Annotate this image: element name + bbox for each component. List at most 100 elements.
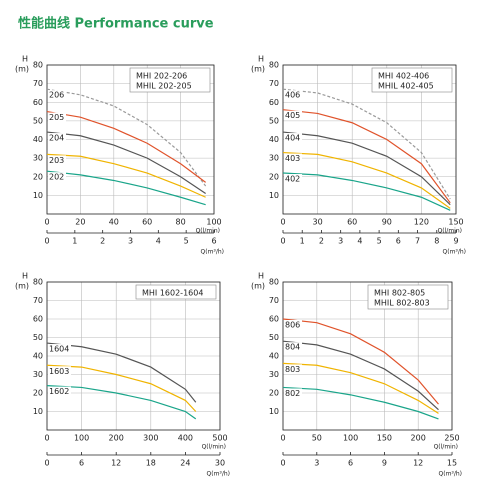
curve-label-bg: [284, 90, 302, 100]
curve-label: 204: [49, 134, 64, 143]
x2-axis-label: Q(m³/h): [201, 249, 224, 256]
y-tick-label: 60: [269, 98, 279, 107]
curve: [46, 88, 207, 187]
y-axis-unit: (m): [251, 282, 265, 291]
curve-label: 403: [285, 154, 300, 163]
y-axis-label: H: [22, 55, 28, 64]
curve: [46, 342, 197, 403]
x-tick-label: 120: [414, 218, 429, 227]
x2-tick-label: 7: [415, 237, 420, 246]
curve-label-bg: [284, 388, 302, 398]
curve: [46, 385, 197, 420]
y-tick-label: 20: [33, 172, 43, 181]
y-tick-label: 40: [33, 135, 43, 144]
x-tick-label: 0: [280, 434, 285, 443]
curve-label-bg: [48, 133, 66, 143]
curve-label: 802: [285, 389, 300, 398]
page-title: 性能曲线 Performance curve: [18, 16, 214, 32]
y-tick-label: 60: [33, 98, 43, 107]
plot-frame: [46, 281, 221, 431]
y-axis-unit: (m): [251, 65, 265, 74]
curve-label: 402: [285, 175, 300, 184]
y-tick-label: 80: [269, 278, 279, 287]
y-axis-unit: (m): [15, 282, 29, 291]
x-tick-label: 0: [44, 434, 49, 443]
y-tick-label: 10: [269, 191, 279, 200]
x2-axis-label: Q(m³/h): [443, 249, 466, 256]
curve: [282, 386, 439, 420]
curve: [282, 362, 439, 414]
x-tick-label: 20: [75, 218, 85, 227]
y-tick-label: 60: [33, 315, 43, 324]
curve-label-bg: [48, 386, 71, 396]
x-tick-label: 200: [411, 434, 426, 443]
curve-label: 205: [49, 113, 64, 122]
x-tick-label: 60: [347, 218, 357, 227]
curve-label-bg: [284, 320, 302, 329]
x-axis-label: Q(l/min): [438, 228, 462, 235]
x2-tick-label: 8: [434, 237, 439, 246]
y-tick-label: 30: [269, 154, 279, 163]
x-tick-label: 30: [313, 218, 323, 227]
curve: [282, 88, 451, 200]
curve-label-bg: [48, 344, 71, 354]
model-box: [129, 67, 211, 93]
y-tick-label: 30: [33, 370, 43, 379]
y-tick-label: 10: [33, 407, 43, 416]
curve-label: 405: [285, 111, 300, 120]
x2-tick-label: 15: [447, 459, 457, 468]
plot-frame: [282, 281, 453, 431]
x2-tick-label: 6: [396, 237, 401, 246]
curve-label-bg: [48, 172, 66, 182]
curve: [46, 170, 206, 206]
y-tick-label: 40: [269, 352, 279, 361]
plot-frame: [282, 64, 457, 215]
model-box: [135, 284, 217, 300]
x2-tick-label: 0: [280, 459, 285, 468]
y-tick-label: 20: [33, 389, 43, 398]
x-tick-label: 500: [212, 434, 227, 443]
y-tick-label: 80: [269, 61, 279, 70]
x2-tick-label: 24: [180, 459, 190, 468]
curve-label: 406: [285, 91, 300, 100]
x2-tick-label: 6: [348, 459, 353, 468]
curve-label: 803: [285, 365, 300, 374]
curve: [282, 151, 451, 209]
model-label: MHI 402-406: [378, 72, 429, 81]
y-tick-label: 50: [269, 116, 279, 125]
curve-label: 1602: [49, 387, 69, 396]
y-tick-label: 50: [269, 333, 279, 342]
y-tick-label: 10: [33, 191, 43, 200]
x2-tick-label: 0: [44, 237, 49, 246]
x-tick-label: 60: [142, 218, 152, 227]
y-tick-label: 50: [33, 333, 43, 342]
model-box: [371, 67, 453, 93]
y-axis-label: H: [22, 272, 28, 281]
y-tick-label: 30: [33, 154, 43, 163]
x2-tick-label: 1: [300, 237, 305, 246]
curve-label-bg: [48, 90, 66, 100]
x2-tick-label: 3: [338, 237, 343, 246]
y-tick-label: 10: [269, 407, 279, 416]
x2-tick-label: 3: [314, 459, 319, 468]
model-box: [367, 284, 449, 310]
model-label: MHIL 802-803: [374, 299, 430, 308]
x-axis-label: Q(l/min): [202, 444, 226, 451]
x2-tick-label: 4: [156, 237, 161, 246]
y-tick-label: 70: [33, 79, 43, 88]
y-tick-label: 80: [33, 61, 43, 70]
y-tick-label: 70: [269, 79, 279, 88]
curve: [46, 131, 206, 195]
x2-tick-label: 5: [377, 237, 382, 246]
curve-label-bg: [48, 112, 66, 122]
curve: [46, 364, 197, 412]
model-label: MHI 1602-1604: [142, 289, 203, 298]
y-tick-label: 40: [269, 135, 279, 144]
x-tick-label: 50: [312, 434, 322, 443]
y-tick-label: 20: [269, 389, 279, 398]
curve: [282, 109, 451, 204]
y-tick-label: 40: [33, 352, 43, 361]
curve-label: 804: [285, 343, 300, 352]
curve-label-bg: [284, 364, 302, 374]
